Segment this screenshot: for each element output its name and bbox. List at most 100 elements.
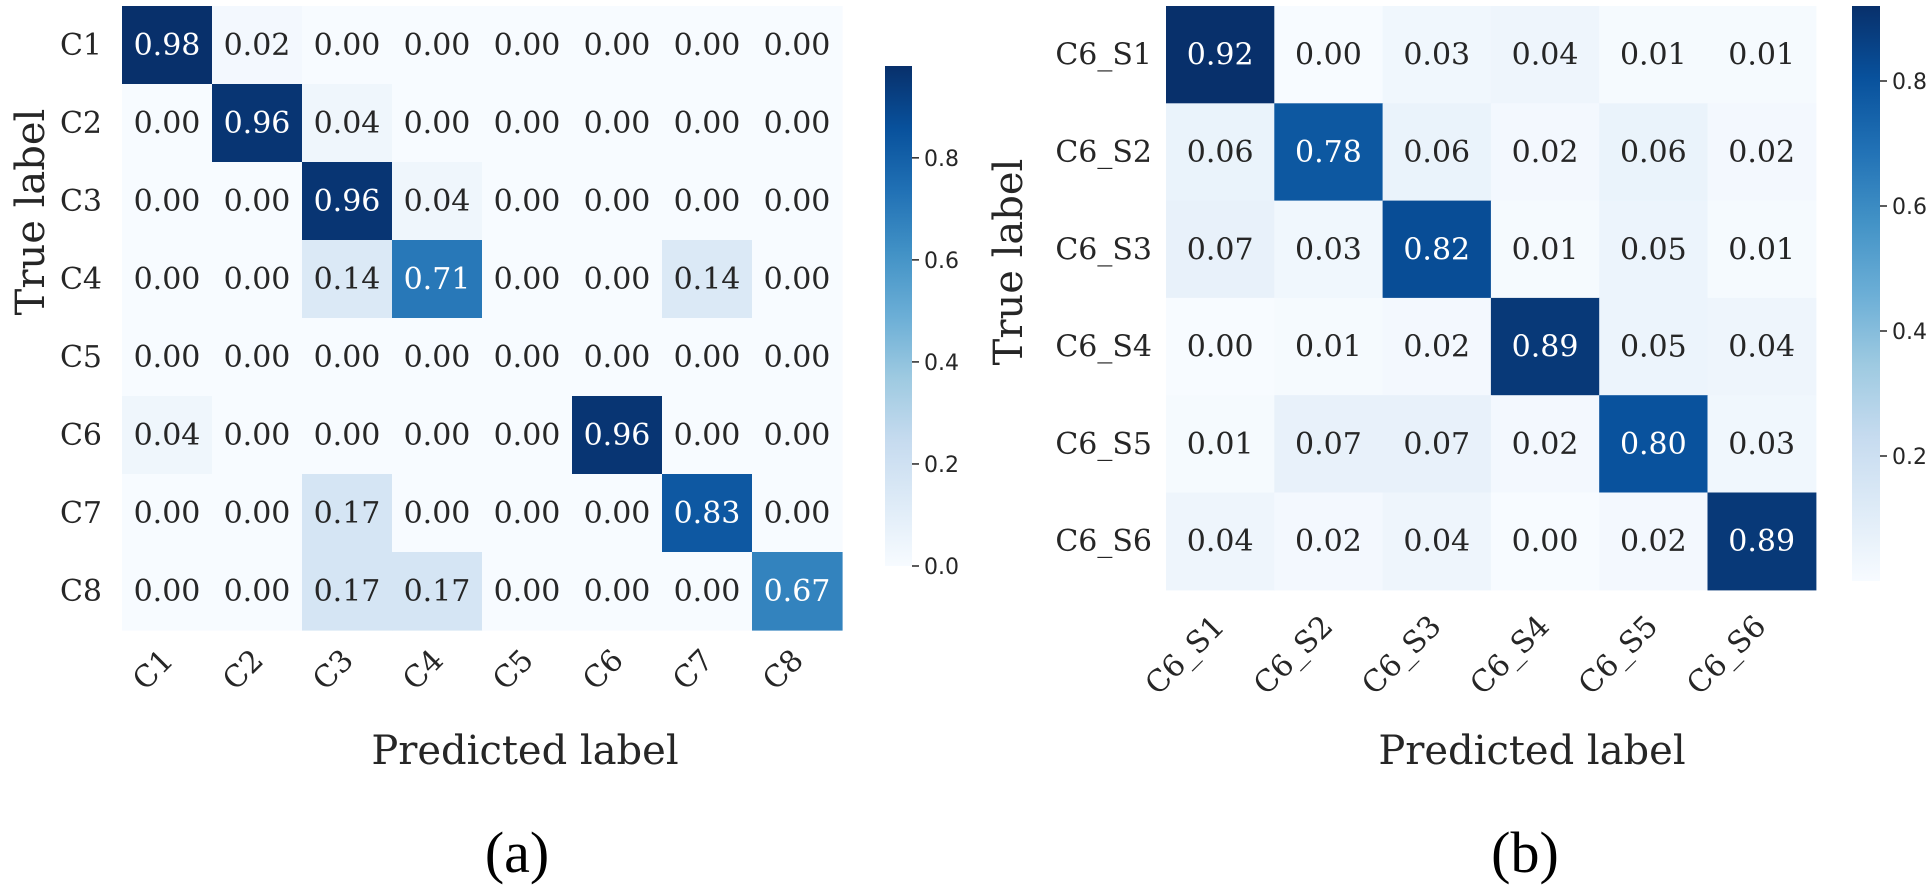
heatmap-cell (1382, 395, 1492, 494)
panel-label-b: (b) (1491, 820, 1559, 885)
heatmap-cell (302, 6, 393, 85)
heatmap-cell (212, 396, 303, 475)
heatmap-cell (1707, 200, 1817, 299)
cell-value-label: 0.00 (584, 262, 651, 297)
cell-value-label: 0.00 (404, 28, 471, 63)
heatmap-cell (662, 84, 753, 163)
y-tick-label: C1 (60, 28, 102, 63)
confusion-matrix-panel-a: 0.98 0.02 0.00 0.00 0.00 0.00 0.00 0.00 0.00 0.96… (8, 6, 959, 885)
heatmap-cell (752, 318, 843, 397)
cell-value-label: 0.00 (584, 106, 651, 141)
x-axis-title-b: Predicted label (1378, 728, 1685, 774)
heatmap-cell (1274, 103, 1384, 202)
cell-value-label: 0.17 (314, 574, 381, 609)
panel-label-a: (a) (485, 820, 549, 885)
cell-value-label: 0.00 (314, 28, 381, 63)
cell-value-label: 0.02 (1403, 330, 1470, 365)
cell-value-label: 0.01 (1620, 38, 1687, 73)
y-tick-label: C7 (60, 496, 102, 531)
x-tick-label: C2 (216, 643, 270, 697)
x-tick-label: C7 (666, 643, 720, 697)
cell-value-label: 0.00 (764, 106, 831, 141)
colorbar-tick-label: 0.0 (924, 555, 959, 580)
cell-value-label: 0.00 (224, 574, 291, 609)
x-tick-label: C5 (486, 643, 540, 697)
confusion-matrix-panel-b: 0.92 0.00 0.03 0.04 0.01 0.01 0.06 0.78 0.06 0.02… (986, 6, 1927, 885)
y-axis-title-b: True label (986, 159, 1032, 366)
y-tick-label: C6 (60, 418, 102, 453)
heatmap-cell (482, 240, 573, 319)
cell-value-label: 0.67 (764, 574, 831, 609)
cell-value-label: 0.00 (764, 418, 831, 453)
cell-value-label: 0.14 (674, 262, 741, 297)
y-tick-label: C6_S2 (1055, 135, 1152, 170)
cell-value-label: 0.00 (1187, 330, 1254, 365)
cell-value-label: 0.00 (314, 418, 381, 453)
cell-value-label: 0.06 (1187, 135, 1254, 170)
heatmap-cell (1382, 297, 1492, 396)
heatmap-cell (1490, 6, 1600, 104)
cell-value-label: 0.89 (1728, 524, 1795, 559)
heatmap-cell (392, 396, 483, 475)
heatmap-cell (122, 162, 213, 241)
heatmap-cell (482, 162, 573, 241)
cell-value-label: 0.04 (404, 184, 471, 219)
cell-value-label: 0.00 (314, 340, 381, 375)
cell-value-label: 0.02 (1295, 524, 1362, 559)
cell-value-label: 0.00 (1512, 524, 1579, 559)
cell-value-label: 0.07 (1187, 232, 1254, 267)
heatmap-cell (122, 474, 213, 553)
heatmap-cell (662, 318, 753, 397)
cell-value-label: 0.00 (764, 340, 831, 375)
cell-value-label: 0.00 (224, 262, 291, 297)
heatmap-cell (392, 474, 483, 553)
cell-value-label: 0.00 (584, 28, 651, 63)
heatmap-cell (392, 6, 483, 85)
cell-value-label: 0.02 (1620, 524, 1687, 559)
cell-value-label: 0.07 (1295, 427, 1362, 462)
cell-value-label: 0.00 (404, 418, 471, 453)
heatmap-cell (302, 162, 393, 241)
cell-value-label: 0.00 (224, 418, 291, 453)
heatmap-cell (662, 240, 753, 319)
heatmap-cell (392, 240, 483, 319)
cell-value-label: 0.00 (134, 340, 201, 375)
cell-value-label: 0.00 (494, 106, 561, 141)
heatmap-cell (302, 84, 393, 163)
y-tick-labels-b: C6_S1 C6_S2 C6_S3 C6_S4 C6_S5 C6_S6 (1055, 38, 1152, 560)
heatmap-cell (392, 162, 483, 241)
cell-value-label: 0.00 (674, 106, 741, 141)
colorbar-tick-label: 0.4 (924, 351, 959, 376)
y-tick-label: C4 (60, 262, 102, 297)
heatmap-cell (572, 84, 663, 163)
cell-value-label: 0.00 (584, 184, 651, 219)
heatmap-cell (1166, 200, 1275, 299)
y-tick-label: C6_S1 (1055, 38, 1152, 73)
cell-value-label: 0.00 (764, 262, 831, 297)
heatmap-cell (572, 162, 663, 241)
heatmap-cell (662, 6, 753, 85)
colorbar-tick-label: 0.6 (924, 249, 959, 274)
heatmap-cell (662, 396, 753, 475)
colorbar-tick-label: 0.2 (924, 453, 959, 478)
colorbar-tick-label: 0.8 (924, 147, 959, 172)
cell-value-label: 0.82 (1403, 232, 1470, 267)
heatmap-cell (212, 84, 303, 163)
x-tick-label: C6_S2 (1247, 609, 1340, 702)
heatmap-cell (1490, 200, 1600, 299)
heatmap-cell (302, 552, 393, 631)
heatmap-cell (752, 552, 843, 631)
heatmap-cell (1490, 297, 1600, 396)
cell-value-label: 0.14 (314, 262, 381, 297)
cell-value-label: 0.00 (674, 574, 741, 609)
heatmap-cell (572, 474, 663, 553)
y-axis-title-a: True label (8, 109, 54, 316)
y-tick-label: C5 (60, 340, 102, 375)
cell-value-label: 0.00 (494, 184, 561, 219)
heatmap-cell (1599, 103, 1709, 202)
heatmap-cell (572, 318, 663, 397)
cell-value-label: 0.05 (1620, 330, 1687, 365)
heatmap-cell (1166, 103, 1275, 202)
cell-value-label: 0.96 (584, 418, 651, 453)
